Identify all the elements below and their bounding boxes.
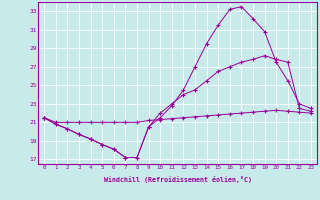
X-axis label: Windchill (Refroidissement éolien,°C): Windchill (Refroidissement éolien,°C) — [104, 176, 252, 183]
